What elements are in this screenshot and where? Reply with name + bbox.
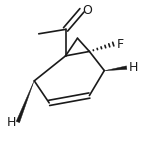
Text: H: H — [129, 61, 138, 74]
Polygon shape — [16, 81, 34, 123]
Text: F: F — [116, 38, 124, 51]
Text: O: O — [82, 4, 92, 17]
Polygon shape — [104, 66, 127, 71]
Text: H: H — [7, 116, 16, 128]
